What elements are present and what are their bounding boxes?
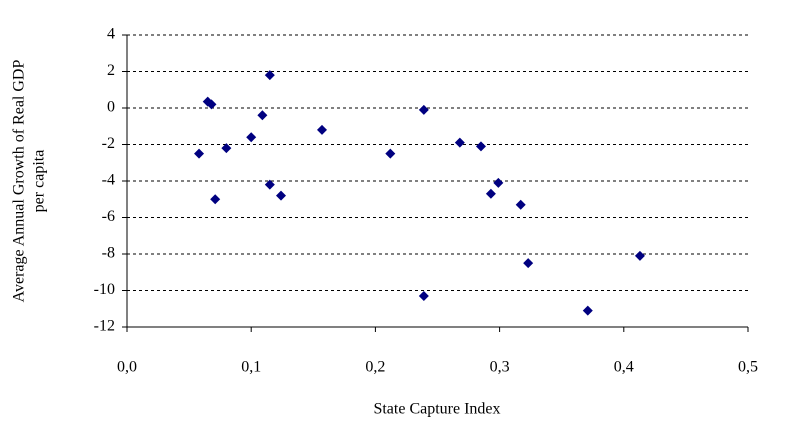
x-axis-title: State Capture Index <box>373 401 500 418</box>
point <box>515 199 526 210</box>
point <box>264 70 275 81</box>
point <box>246 132 257 143</box>
x-tick-label: 0,1 <box>241 359 261 376</box>
y-tick-label: -8 <box>102 245 115 262</box>
y-tick-label: 0 <box>107 99 115 116</box>
y-tick-label: -6 <box>102 208 115 225</box>
point <box>523 258 534 269</box>
x-tick-label: 0,4 <box>614 359 634 376</box>
y-tick-label: 4 <box>107 26 115 43</box>
x-tick-label: 0,0 <box>117 359 137 376</box>
x-tick-label: 0,3 <box>490 359 510 376</box>
point <box>418 290 429 301</box>
point <box>485 188 496 199</box>
point <box>385 148 396 159</box>
point <box>257 110 268 121</box>
y-tick-label: 2 <box>107 62 115 79</box>
point <box>276 190 287 201</box>
point <box>418 104 429 115</box>
point <box>493 177 504 188</box>
x-tick-label: 0,5 <box>738 359 758 376</box>
y-tick-label: -10 <box>94 281 115 298</box>
point <box>454 137 465 148</box>
point <box>221 143 232 154</box>
point <box>264 179 275 190</box>
point <box>634 250 645 261</box>
x-tick-label: 0,2 <box>365 359 385 376</box>
y-tick-label: -2 <box>102 135 115 152</box>
y-axis-title: Average Annual Growth of Real GDP <box>11 60 28 303</box>
y-tick-label: -12 <box>94 318 115 335</box>
y-tick-label: -4 <box>102 172 115 189</box>
point <box>475 141 486 152</box>
point <box>582 305 593 316</box>
point <box>210 194 221 205</box>
point <box>194 148 205 159</box>
point <box>316 124 327 135</box>
y-axis-title: per capita <box>31 150 48 213</box>
point <box>206 99 217 110</box>
